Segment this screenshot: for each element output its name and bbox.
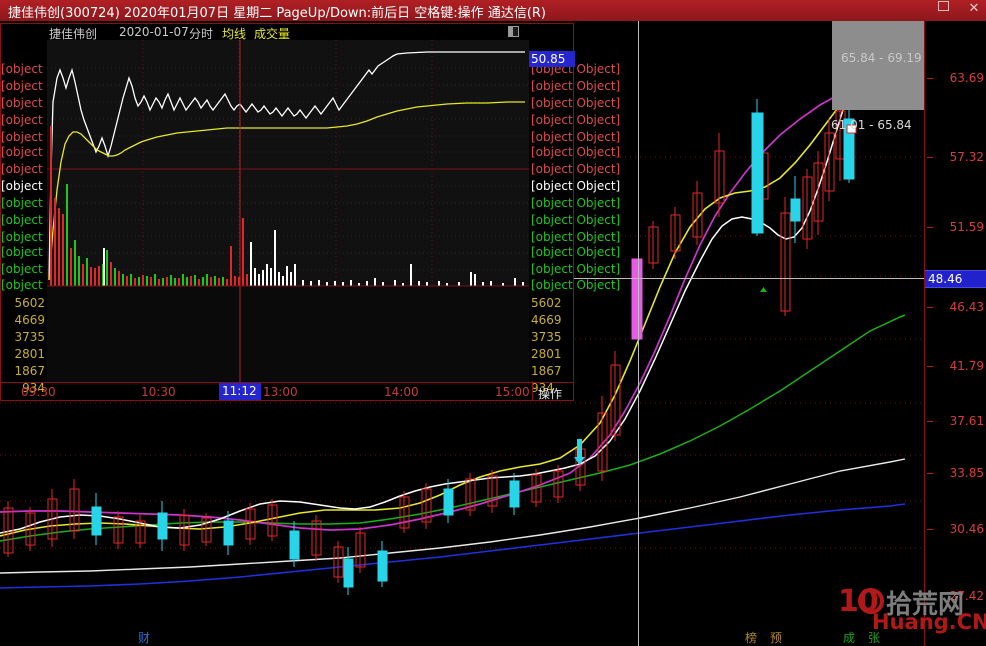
watermark-site-cn: 拾荒网	[886, 590, 965, 620]
title-bar: 捷佳伟创(300724) 2020年01月07日 星期二 PageUp/Down…	[0, 0, 986, 22]
time-tick: 13:00	[263, 385, 298, 399]
minute-mode-label: 分时	[189, 27, 214, 41]
tooltip-upper-range: 65.84 - 69.19	[841, 51, 922, 65]
bottom-glyph-yu[interactable]: 预	[770, 631, 783, 645]
minute-pct-tick: [object Object]	[531, 196, 621, 210]
price-tick: 37.61	[949, 414, 984, 428]
bottom-glyph-bang[interactable]: 榜	[745, 631, 758, 645]
minute-chart-window[interactable]: 捷佳伟创 2020-01-07 分时 均线 成交量 [object Object…	[0, 23, 620, 402]
minute-price-tick: [object Object]	[1, 278, 91, 292]
minute-volume-tick: 5602	[14, 296, 45, 310]
gear-icon	[858, 588, 884, 614]
price-cursor-value: 48.46	[928, 272, 963, 286]
time-tick: 09:30	[21, 385, 56, 399]
minute-chart-header: 捷佳伟创 2020-01-07 分时 均线 成交量	[1, 24, 575, 41]
operation-label[interactable]: 操作	[538, 387, 563, 401]
minute-date: 2020-01-07	[119, 25, 189, 39]
minute-volume-tick: 1867	[14, 364, 45, 378]
minute-price-tick: [object Object]	[1, 162, 91, 176]
crosshair-vertical	[638, 21, 639, 646]
minute-volume-tick-right: 4669	[531, 313, 562, 327]
close-button[interactable]: ✕	[968, 1, 980, 16]
time-cursor-value: 11:12	[222, 384, 257, 398]
minute-volume-tick: 2801	[14, 347, 45, 361]
minute-price-tick: [object Object]	[1, 196, 91, 210]
price-tick: 30.46	[949, 522, 984, 536]
minute-volume-tick-right: 5602	[531, 296, 562, 310]
minute-pct-tick: [object Object]	[531, 130, 621, 144]
minute-pct-tick: [object Object]	[531, 278, 621, 292]
minute-price-tick: [object Object]	[1, 262, 91, 276]
tooltip-lower-range: 61.01 - 65.84	[831, 118, 912, 132]
time-tick: 14:00	[384, 385, 419, 399]
panel-toggle-icon[interactable]	[508, 26, 519, 37]
minute-volume-tick-right: 934	[531, 381, 554, 395]
minute-pct-tick: [object Object]	[531, 262, 621, 276]
minute-price-tick: [object Object]	[1, 145, 91, 159]
minute-price-tick: [object Object]	[1, 230, 91, 244]
time-cursor-badge: 11:12	[219, 383, 261, 400]
k-price-axis[interactable]: 63.69 57.32 51.59 46.43 41.79 37.61 33.8…	[924, 21, 986, 646]
minute-stock-name: 捷佳伟创	[49, 27, 98, 41]
minute-pct-tick: [object Object]	[531, 230, 621, 244]
watermark: 10 拾荒网 Huang.CN	[838, 584, 986, 640]
minute-volume-label[interactable]: 成交量	[254, 27, 291, 41]
price-tick: 46.43	[949, 300, 984, 314]
bottom-glyph-cheng[interactable]: 成	[843, 631, 856, 645]
minute-volume-tick-right: 3735	[531, 330, 562, 344]
minute-pct-tick: [object Object]	[531, 145, 621, 159]
minute-pct-tick: [object Object]	[531, 213, 621, 227]
selected-candle	[631, 258, 643, 340]
watermark-site-en: Huang.CN	[872, 610, 986, 634]
minute-price-tick: [object Object]	[1, 245, 91, 259]
minute-plot-area[interactable]	[47, 40, 529, 385]
price-tick: 63.69	[949, 71, 984, 85]
tooltip-panel	[832, 21, 925, 110]
price-tick: 27.42	[949, 589, 984, 603]
minute-volume-tick: 4669	[14, 313, 45, 327]
minute-volume-tick: 3735	[14, 330, 45, 344]
minute-pct-tick: [object Object]	[531, 96, 621, 110]
price-tick: 51.59	[949, 220, 984, 234]
minute-volume-tick: 934	[22, 381, 45, 395]
minute-price-tick: [object Object]	[1, 213, 91, 227]
minute-price-tick: [object Object]	[1, 79, 91, 93]
minute-pct-tick: [object Object]	[531, 179, 621, 193]
maximize-button[interactable]	[938, 1, 954, 17]
minute-time-axis[interactable]: 09:30 10:30 13:00 14:00 15:00 11:12 操作	[1, 381, 573, 402]
window-title: 捷佳伟创(300724) 2020年01月07日 星期二 PageUp/Down…	[8, 6, 546, 21]
minute-price-readout: 50.85	[531, 52, 566, 66]
minute-volume-tick-right: 1867	[531, 364, 562, 378]
minute-price-tick: [object Object]	[1, 113, 91, 127]
minute-pct-tick: [object Object]	[531, 113, 621, 127]
minute-ma-label[interactable]: 均线	[222, 27, 247, 41]
minute-pct-tick: [object Object]	[531, 245, 621, 259]
minute-price-tick: [object Object]	[1, 96, 91, 110]
time-tick: 15:00	[495, 385, 530, 399]
price-cursor-badge: 48.46	[925, 270, 986, 288]
minute-pct-tick: [object Object]	[531, 162, 621, 176]
maximize-icon	[938, 1, 949, 11]
minute-plot-svg	[47, 40, 529, 385]
minute-volume-tick-right: 2801	[531, 347, 562, 361]
bottom-glyph-cai[interactable]: 财	[138, 631, 151, 645]
price-tick: 57.32	[949, 150, 984, 164]
price-tick: 41.79	[949, 359, 984, 373]
window-controls: ✕	[938, 1, 982, 17]
bottom-glyph-zhang[interactable]: 张	[868, 631, 881, 645]
time-tick: 10:30	[141, 385, 176, 399]
minute-price-tick: [object Object]	[1, 179, 91, 193]
minute-price-readout-badge: 50.85	[529, 51, 575, 67]
price-tick: 33.85	[949, 466, 984, 480]
minute-price-tick: [object Object]	[1, 130, 91, 144]
minute-pct-tick: [object Object]	[531, 79, 621, 93]
minute-price-tick: [object Object]	[1, 62, 91, 76]
